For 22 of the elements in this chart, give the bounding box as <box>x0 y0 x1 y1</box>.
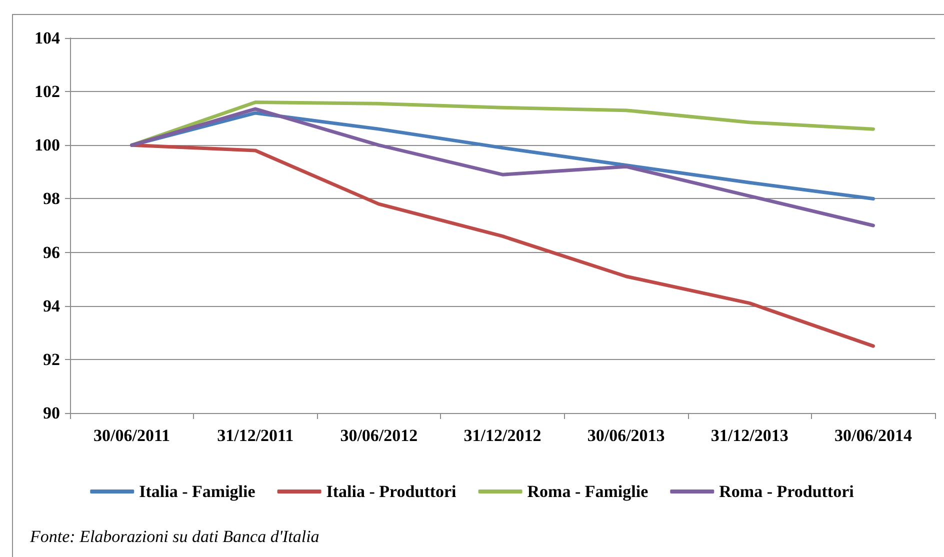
x-tick-label: 31/12/2012 <box>464 426 542 445</box>
x-tick-label: 31/12/2011 <box>217 426 294 445</box>
x-tick-label: 30/06/2012 <box>340 426 418 445</box>
y-tick-label: 100 <box>34 136 60 155</box>
x-tick-label: 31/12/2013 <box>710 426 788 445</box>
y-tick-label: 92 <box>43 350 60 369</box>
y-tick-label: 104 <box>34 28 60 48</box>
legend-label: Roma - Produttori <box>719 482 854 501</box>
y-tick-label: 94 <box>43 296 60 316</box>
y-tick-label: 102 <box>34 82 60 102</box>
x-tick-label: 30/06/2014 <box>834 426 912 445</box>
y-tick-label: 98 <box>43 189 60 208</box>
legend-label: Italia - Produttori <box>326 482 457 501</box>
y-tick-label: 96 <box>43 242 60 262</box>
x-tick-label: 30/06/2013 <box>587 426 665 445</box>
line-series <box>130 143 875 348</box>
source-note: Fonte: Elaborazioni su dati Banca d'Italia <box>29 527 320 546</box>
legend-label: Italia - Famiglie <box>139 482 256 501</box>
legend-label: Roma - Famiglie <box>527 482 649 501</box>
y-tick-label: 90 <box>43 404 60 422</box>
line-series <box>130 107 875 228</box>
x-tick-label: 30/06/2011 <box>94 426 170 445</box>
